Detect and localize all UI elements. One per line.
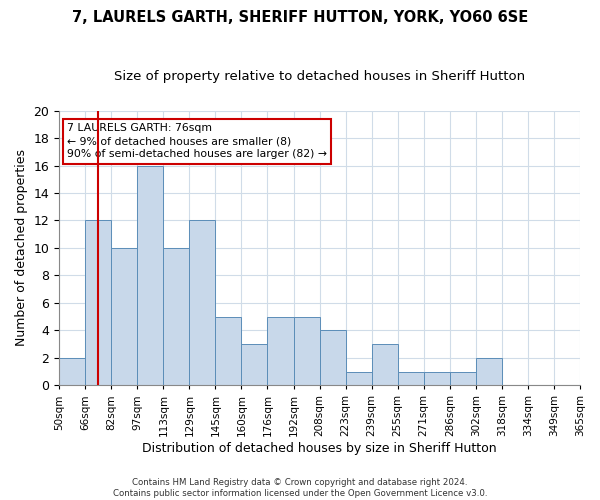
Bar — [190, 220, 215, 386]
Bar — [268, 316, 293, 386]
Bar — [111, 248, 137, 386]
Bar — [450, 372, 476, 386]
Bar — [163, 248, 190, 386]
Bar — [398, 372, 424, 386]
X-axis label: Distribution of detached houses by size in Sheriff Hutton: Distribution of detached houses by size … — [142, 442, 497, 455]
Text: 7 LAURELS GARTH: 76sqm
← 9% of detached houses are smaller (8)
90% of semi-detac: 7 LAURELS GARTH: 76sqm ← 9% of detached … — [67, 123, 327, 160]
Bar — [215, 316, 241, 386]
Bar — [320, 330, 346, 386]
Y-axis label: Number of detached properties: Number of detached properties — [15, 150, 28, 346]
Bar — [137, 166, 163, 386]
Bar — [59, 358, 85, 386]
Bar — [371, 344, 398, 386]
Text: 7, LAURELS GARTH, SHERIFF HUTTON, YORK, YO60 6SE: 7, LAURELS GARTH, SHERIFF HUTTON, YORK, … — [72, 10, 528, 25]
Bar — [241, 344, 268, 386]
Title: Size of property relative to detached houses in Sheriff Hutton: Size of property relative to detached ho… — [114, 70, 525, 83]
Bar — [424, 372, 450, 386]
Bar — [293, 316, 320, 386]
Text: Contains HM Land Registry data © Crown copyright and database right 2024.
Contai: Contains HM Land Registry data © Crown c… — [113, 478, 487, 498]
Bar — [346, 372, 371, 386]
Bar — [476, 358, 502, 386]
Bar — [85, 220, 111, 386]
